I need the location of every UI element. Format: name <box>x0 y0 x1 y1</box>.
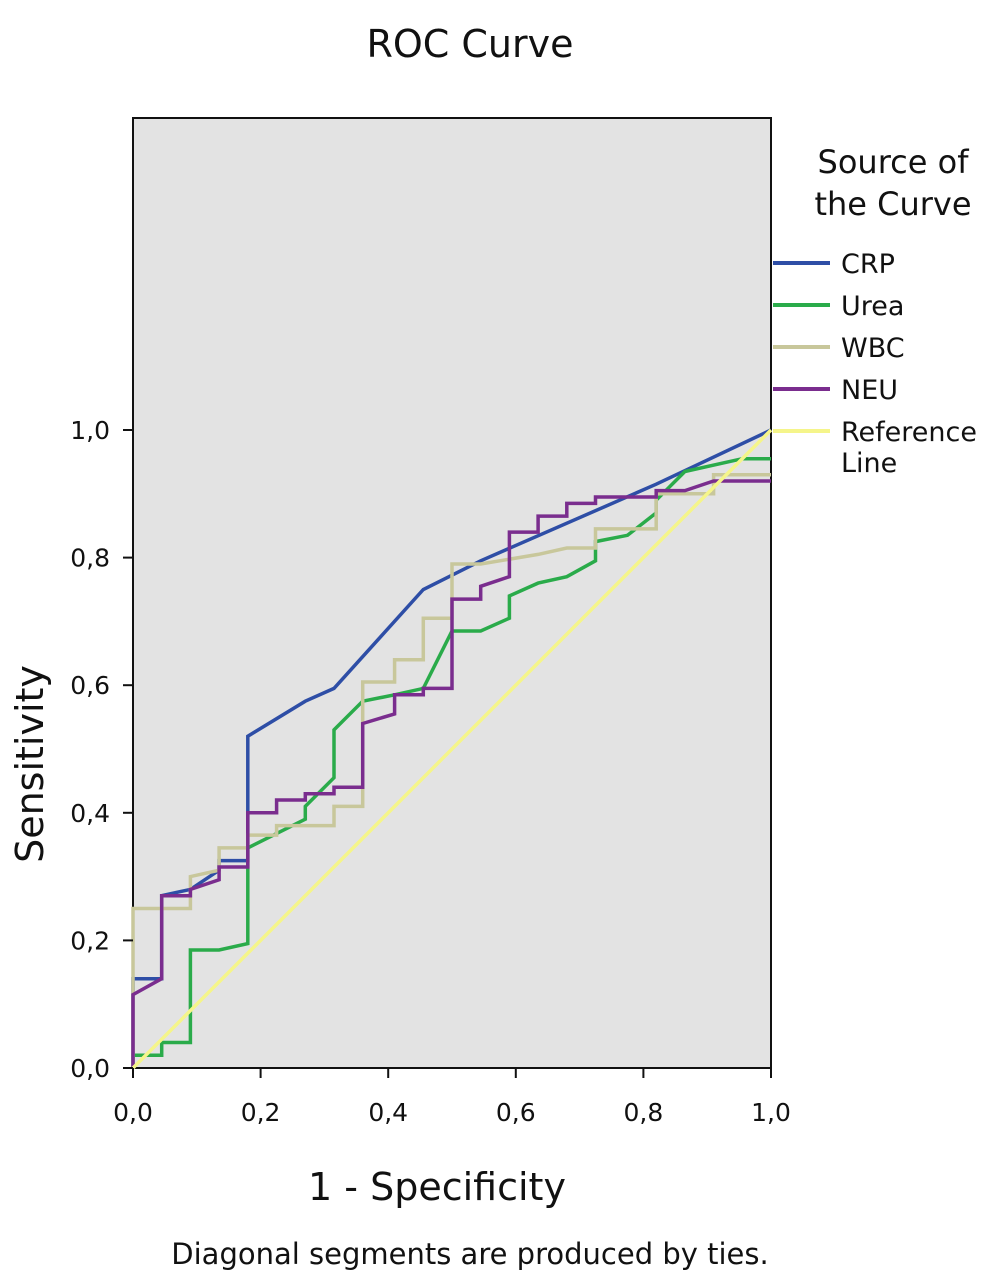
series-layer <box>131 428 773 1070</box>
y-tick-label: 0,6 <box>70 671 110 700</box>
y-tick-label: 0,8 <box>70 544 110 573</box>
series-line-neu <box>131 479 771 1068</box>
x-tick-label: 0,8 <box>624 1098 664 1127</box>
x-tick-label: 1,0 <box>751 1098 791 1127</box>
x-tick-label: 0,6 <box>496 1098 536 1127</box>
legend-title: Source of <box>818 143 970 181</box>
legend-label: Urea <box>841 291 904 322</box>
y-tick-label: 1,0 <box>70 416 110 445</box>
legend-label: Reference <box>841 417 977 448</box>
x-tick-label: 0,4 <box>368 1098 408 1127</box>
chart-title: ROC Curve <box>366 22 573 66</box>
legend-label: NEU <box>841 375 898 406</box>
x-tick-label: 0,2 <box>241 1098 281 1127</box>
series-line-reference <box>131 428 773 1070</box>
legend-label: WBC <box>841 333 905 364</box>
series-line-urea <box>131 456 771 1068</box>
footnote: Diagonal segments are produced by ties. <box>171 1237 768 1271</box>
y-tick-label: 0,4 <box>70 799 110 828</box>
x-axis-label: 1 - Specificity <box>308 1165 566 1209</box>
y-tick-label: 0,2 <box>70 926 110 955</box>
legend-label: CRP <box>841 249 895 280</box>
legend: Source of the Curve CRP Urea WBC NEU Reference… <box>773 143 977 479</box>
y-axis-label: Sensitivity <box>8 665 52 863</box>
y-tick-label: 0,0 <box>70 1054 110 1083</box>
x-tick-label: 0,0 <box>113 1098 153 1127</box>
axes-layer: 0,0 0,2 0,4 0,6 0,8 1,0 0,0 0,2 0,4 0,6 0,8 1,0 <box>70 416 791 1127</box>
legend-title: the Curve <box>814 185 971 223</box>
legend-label: Line <box>841 448 897 479</box>
series-line-wbc <box>131 472 771 1068</box>
